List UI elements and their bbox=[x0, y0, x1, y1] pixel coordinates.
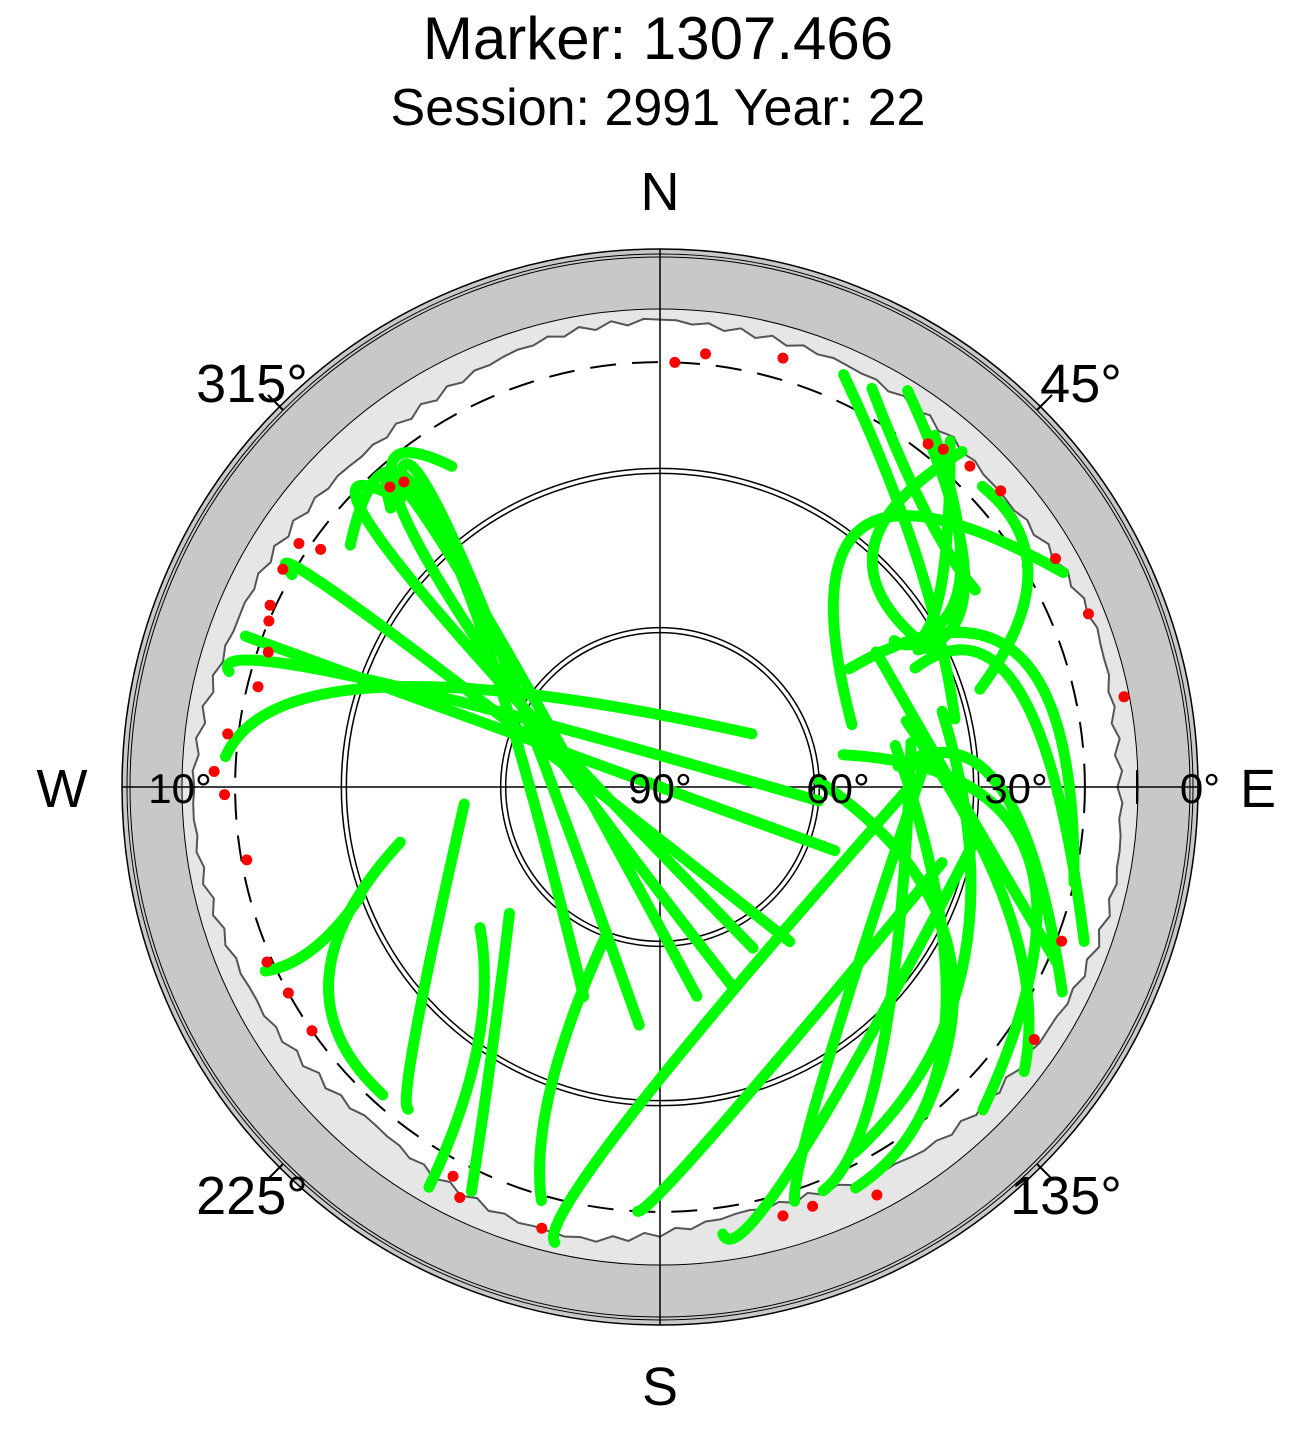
track-endpoint-19 bbox=[306, 1025, 318, 1037]
track-endpoint-20 bbox=[282, 987, 294, 999]
track-endpoint-17 bbox=[454, 1192, 466, 1204]
track-endpoint-30 bbox=[277, 563, 289, 575]
satellite-track-9 bbox=[843, 626, 1080, 889]
label-az-225: 225° bbox=[196, 1166, 308, 1226]
satellite-track-33 bbox=[349, 479, 759, 954]
track-endpoint-13 bbox=[871, 1189, 883, 1201]
tick-45 bbox=[1036, 394, 1053, 411]
track-endpoint-31 bbox=[293, 537, 305, 549]
satellite-track-8 bbox=[827, 510, 1069, 731]
satellite-track-37 bbox=[344, 465, 590, 1003]
track-endpoint-25 bbox=[222, 728, 234, 740]
track-endpoint-23 bbox=[219, 789, 231, 801]
track-endpoint-15 bbox=[777, 1210, 789, 1222]
label-north: N bbox=[641, 162, 680, 222]
satellite-track-27 bbox=[323, 836, 406, 1101]
satellite-track-28 bbox=[259, 890, 367, 977]
satellite-track-20 bbox=[717, 836, 980, 1245]
satellite-track-15 bbox=[900, 715, 1035, 1077]
track-endpoint-8 bbox=[1050, 553, 1062, 565]
satellite-track-19 bbox=[788, 758, 931, 1207]
track-endpoint-33 bbox=[384, 481, 396, 493]
track-endpoint-7 bbox=[995, 485, 1007, 497]
satellite-track-10 bbox=[909, 644, 1090, 947]
track-endpoint-18 bbox=[447, 1170, 459, 1182]
label-elev-0: 0° bbox=[1180, 765, 1220, 812]
track-endpoint-22 bbox=[241, 854, 253, 866]
track-endpoint-5 bbox=[937, 443, 949, 455]
label-elev-10: 10° bbox=[148, 765, 212, 812]
label-az-45: 45° bbox=[1040, 354, 1122, 414]
satellite-track-36 bbox=[394, 458, 645, 1031]
chart-title: Marker: 1307.466 bbox=[422, 5, 894, 72]
satellite-tracks bbox=[220, 369, 1090, 1248]
label-west: W bbox=[37, 759, 88, 819]
track-endpoint-27 bbox=[262, 646, 274, 658]
label-elev-30: 30° bbox=[984, 765, 1048, 812]
track-endpoint-29 bbox=[264, 599, 276, 611]
track-endpoints bbox=[208, 348, 1130, 1234]
satellite-track-32 bbox=[279, 557, 796, 948]
track-endpoint-32 bbox=[315, 543, 327, 555]
satellite-track-25 bbox=[423, 922, 490, 1193]
tick-315 bbox=[267, 394, 284, 411]
tick-225 bbox=[267, 1163, 284, 1180]
track-endpoint-6 bbox=[964, 460, 976, 472]
track-endpoint-2 bbox=[700, 348, 712, 360]
track-endpoint-4 bbox=[922, 438, 934, 450]
satellite-track-17 bbox=[850, 739, 952, 1194]
label-elev-90: 90° bbox=[628, 765, 692, 812]
satellite-track-2 bbox=[974, 480, 1034, 695]
chart-subtitle: Session: 2991 Year: 22 bbox=[390, 79, 926, 137]
track-endpoint-14 bbox=[807, 1200, 819, 1212]
track-endpoint-3 bbox=[777, 352, 789, 364]
satellite-track-24 bbox=[465, 907, 515, 1197]
track-endpoint-16 bbox=[536, 1222, 548, 1234]
track-endpoint-11 bbox=[1056, 935, 1068, 947]
track-endpoint-12 bbox=[1028, 1033, 1040, 1045]
label-east: E bbox=[1240, 759, 1276, 819]
satellite-track-22 bbox=[548, 781, 916, 1248]
label-south: S bbox=[642, 1357, 678, 1417]
label-az-135: 135° bbox=[1010, 1166, 1122, 1226]
label-az-315: 315° bbox=[196, 354, 308, 414]
track-endpoint-10 bbox=[1118, 691, 1130, 703]
satellite-track-18 bbox=[817, 737, 917, 1197]
satellite-track-1 bbox=[838, 369, 961, 725]
satellite-track-16 bbox=[848, 705, 977, 1159]
track-endpoint-24 bbox=[208, 765, 220, 777]
satellite-track-23 bbox=[534, 931, 612, 1207]
satellite-track-7 bbox=[866, 446, 968, 656]
track-endpoint-26 bbox=[252, 681, 264, 693]
track-endpoint-21 bbox=[261, 956, 273, 968]
tick-135 bbox=[1036, 1163, 1053, 1180]
track-endpoint-1 bbox=[669, 356, 681, 368]
label-elev-60: 60° bbox=[806, 765, 870, 812]
satellite-track-21 bbox=[632, 857, 948, 1217]
satellite-track-26 bbox=[400, 798, 470, 1115]
track-endpoint-28 bbox=[263, 615, 275, 627]
track-endpoint-34 bbox=[398, 476, 410, 488]
track-endpoint-9 bbox=[1082, 608, 1094, 620]
satellite-track-31 bbox=[240, 630, 841, 857]
